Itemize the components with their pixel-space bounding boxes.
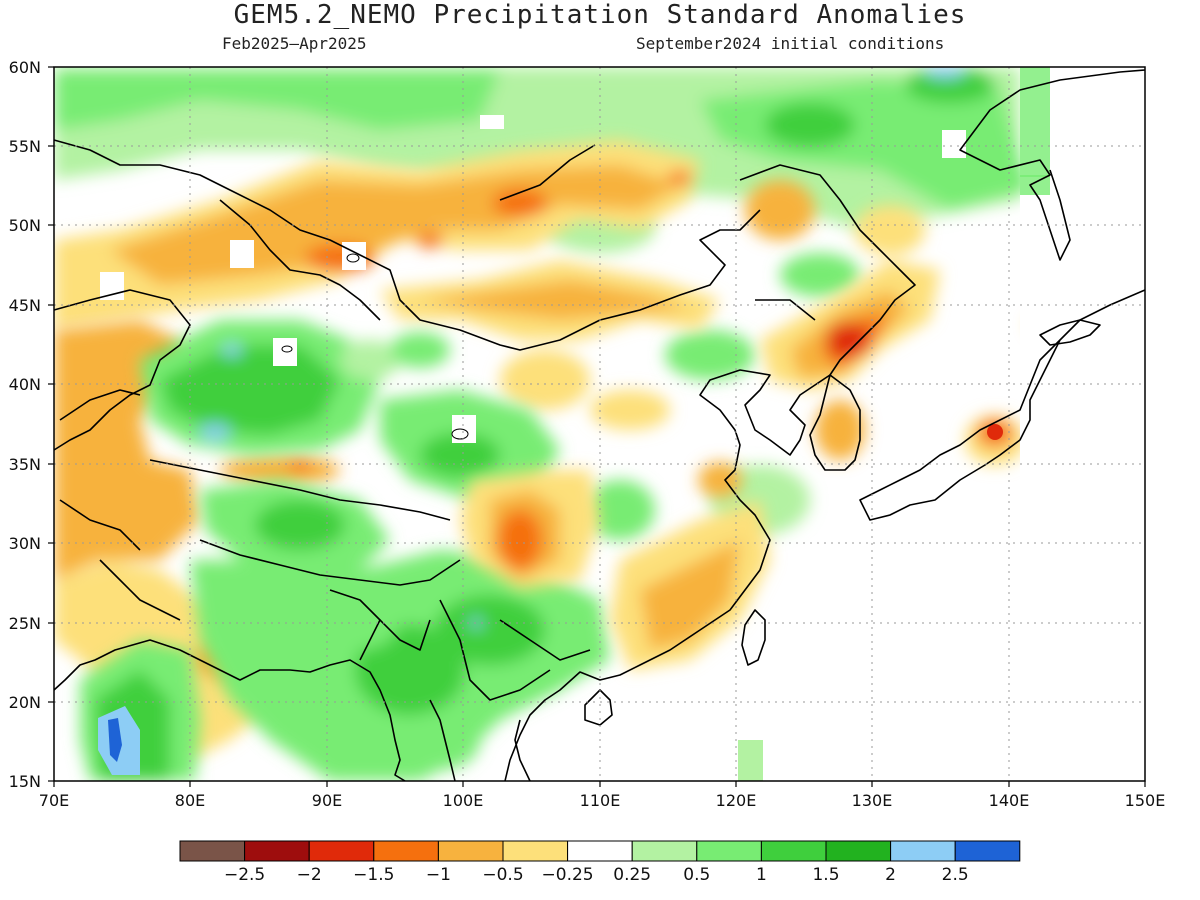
coastlines	[53, 69, 1146, 782]
colorbar-swatch	[308, 840, 375, 862]
colorbar-swatch	[890, 840, 956, 862]
colorbar-label: −1	[426, 865, 451, 885]
colorbar-label: 2	[885, 865, 896, 885]
colorbar-label: −1.5	[353, 865, 394, 885]
lat-tick-label: 60N	[9, 58, 41, 77]
colorbar-label: 1.5	[812, 865, 839, 885]
colorbar-labels: −2.5 −2 −1.5 −1 −0.5 −0.25 0.25 0.5 1 1.5 2 2.5	[224, 865, 969, 885]
colorbar-swatch	[696, 840, 762, 862]
colorbar-label: 1	[756, 865, 767, 885]
colorbar-swatch	[179, 840, 246, 862]
lat-tick-label: 40N	[9, 375, 41, 394]
colorbar-swatch	[631, 840, 698, 862]
colorbar-swatch	[502, 840, 569, 862]
colorbar-swatch	[244, 840, 310, 862]
colorbar-label: −0.5	[482, 865, 523, 885]
lon-tick-label: 120E	[716, 791, 757, 810]
initial-conditions: September2024 initial conditions	[636, 34, 945, 53]
lon-tick-label: 80E	[175, 791, 205, 810]
lat-tick-label: 50N	[9, 216, 41, 235]
lat-tick-label: 25N	[9, 614, 41, 633]
lon-tick-label: 130E	[852, 791, 893, 810]
lat-tick-label: 45N	[9, 296, 41, 315]
colorbar-swatch	[760, 840, 827, 862]
colorbar-swatch	[437, 840, 504, 862]
lon-tick-label: 110E	[580, 791, 621, 810]
lat-tick-label: 55N	[9, 137, 41, 156]
lat-tick-label: 35N	[9, 455, 41, 474]
map-title: GEM5.2_NEMO Precipitation Standard Anoma…	[233, 0, 967, 30]
colorbar-label: −0.25	[542, 865, 594, 885]
forecast-period: Feb2025–Apr2025	[222, 34, 367, 53]
colorbar-label: −2	[297, 865, 322, 885]
lat-tick-label: 15N	[9, 772, 41, 791]
lat-tick-label: 30N	[9, 534, 41, 553]
anomaly-field	[54, 67, 1145, 781]
colorbar-swatch	[825, 840, 892, 862]
colorbar	[179, 840, 1021, 862]
lakes	[281, 253, 469, 440]
colorbar-label: 0.25	[613, 865, 651, 885]
colorbar-swatch	[567, 840, 633, 862]
grid-lines	[54, 67, 1145, 781]
colorbar-label: 0.5	[683, 865, 710, 885]
lon-tick-label: 100E	[443, 791, 484, 810]
colorbar-swatch	[954, 840, 1021, 862]
lon-tick-label: 150E	[1125, 791, 1166, 810]
colorbar-swatch	[373, 840, 439, 862]
colorbar-label: 2.5	[942, 865, 969, 885]
colorbar-label: −2.5	[224, 865, 265, 885]
lon-tick-label: 140E	[989, 791, 1030, 810]
lon-tick-label: 70E	[39, 791, 69, 810]
lat-tick-label: 20N	[9, 693, 41, 712]
lon-tick-label: 90E	[312, 791, 342, 810]
